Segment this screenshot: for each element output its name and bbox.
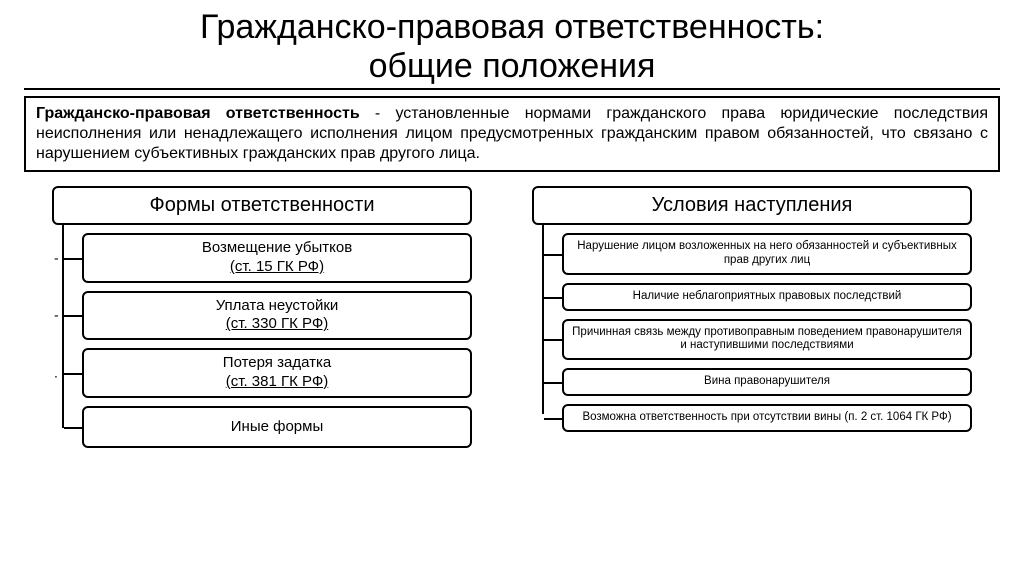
left-item: . Потеря задатка (ст. 381 ГК РФ) <box>82 348 472 398</box>
left-item: - Уплата неустойки (ст. 330 ГК РФ) <box>82 291 472 341</box>
right-item: Нарушение лицом возложенных на него обяз… <box>562 233 972 275</box>
right-column: Условия наступления Нарушение лицом возл… <box>532 186 972 456</box>
left-header: Формы ответственности <box>52 186 472 225</box>
item-text: Вина правонарушителя <box>704 375 830 387</box>
left-tree: - Возмещение убытков (ст. 15 ГК РФ) - Уп… <box>52 233 472 456</box>
item-line2: (ст. 381 ГК РФ) <box>226 373 329 390</box>
left-column: Формы ответственности - Возмещение убытк… <box>52 186 472 456</box>
right-item: Причинная связь между противоправным пов… <box>562 319 972 361</box>
item-text: Нарушение лицом возложенных на него обяз… <box>577 240 957 266</box>
bullet-dash: - <box>54 307 59 325</box>
title-line-2: общие положения <box>369 47 656 85</box>
right-item: Наличие неблагоприятных правовых последс… <box>562 283 972 311</box>
right-tree: Нарушение лицом возложенных на него обяз… <box>532 233 972 440</box>
item-text: Причинная связь между противоправным пов… <box>572 326 962 352</box>
columns-container: Формы ответственности - Возмещение убытк… <box>24 186 1000 456</box>
item-text: Возможна ответственность при отсутствии … <box>582 411 951 423</box>
title-line-1: Гражданско-правовая ответственность: <box>200 8 824 46</box>
right-item: Вина правонарушителя <box>562 368 972 396</box>
left-item: Иные формы <box>82 406 472 449</box>
left-item: - Возмещение убытков (ст. 15 ГК РФ) <box>82 233 472 283</box>
definition-term: Гражданско-правовая ответственность <box>36 105 360 122</box>
item-line1: Иные формы <box>231 418 323 435</box>
item-line2: (ст. 15 ГК РФ) <box>230 258 324 275</box>
item-line1: Уплата неустойки <box>216 297 339 314</box>
page-title: Гражданско-правовая ответственность: общ… <box>24 8 1000 90</box>
item-line2: (ст. 330 ГК РФ) <box>226 315 329 332</box>
item-line1: Возмещение убытков <box>202 239 352 256</box>
definition-box: Гражданско-правовая ответственность - ус… <box>24 96 1000 172</box>
right-header: Условия наступления <box>532 186 972 225</box>
bullet-dash: - <box>54 249 59 267</box>
right-item: Возможна ответственность при отсутствии … <box>562 404 972 432</box>
bullet-dash: . <box>54 364 58 382</box>
item-text: Наличие неблагоприятных правовых последс… <box>633 290 902 302</box>
item-line1: Потеря задатка <box>223 354 331 371</box>
